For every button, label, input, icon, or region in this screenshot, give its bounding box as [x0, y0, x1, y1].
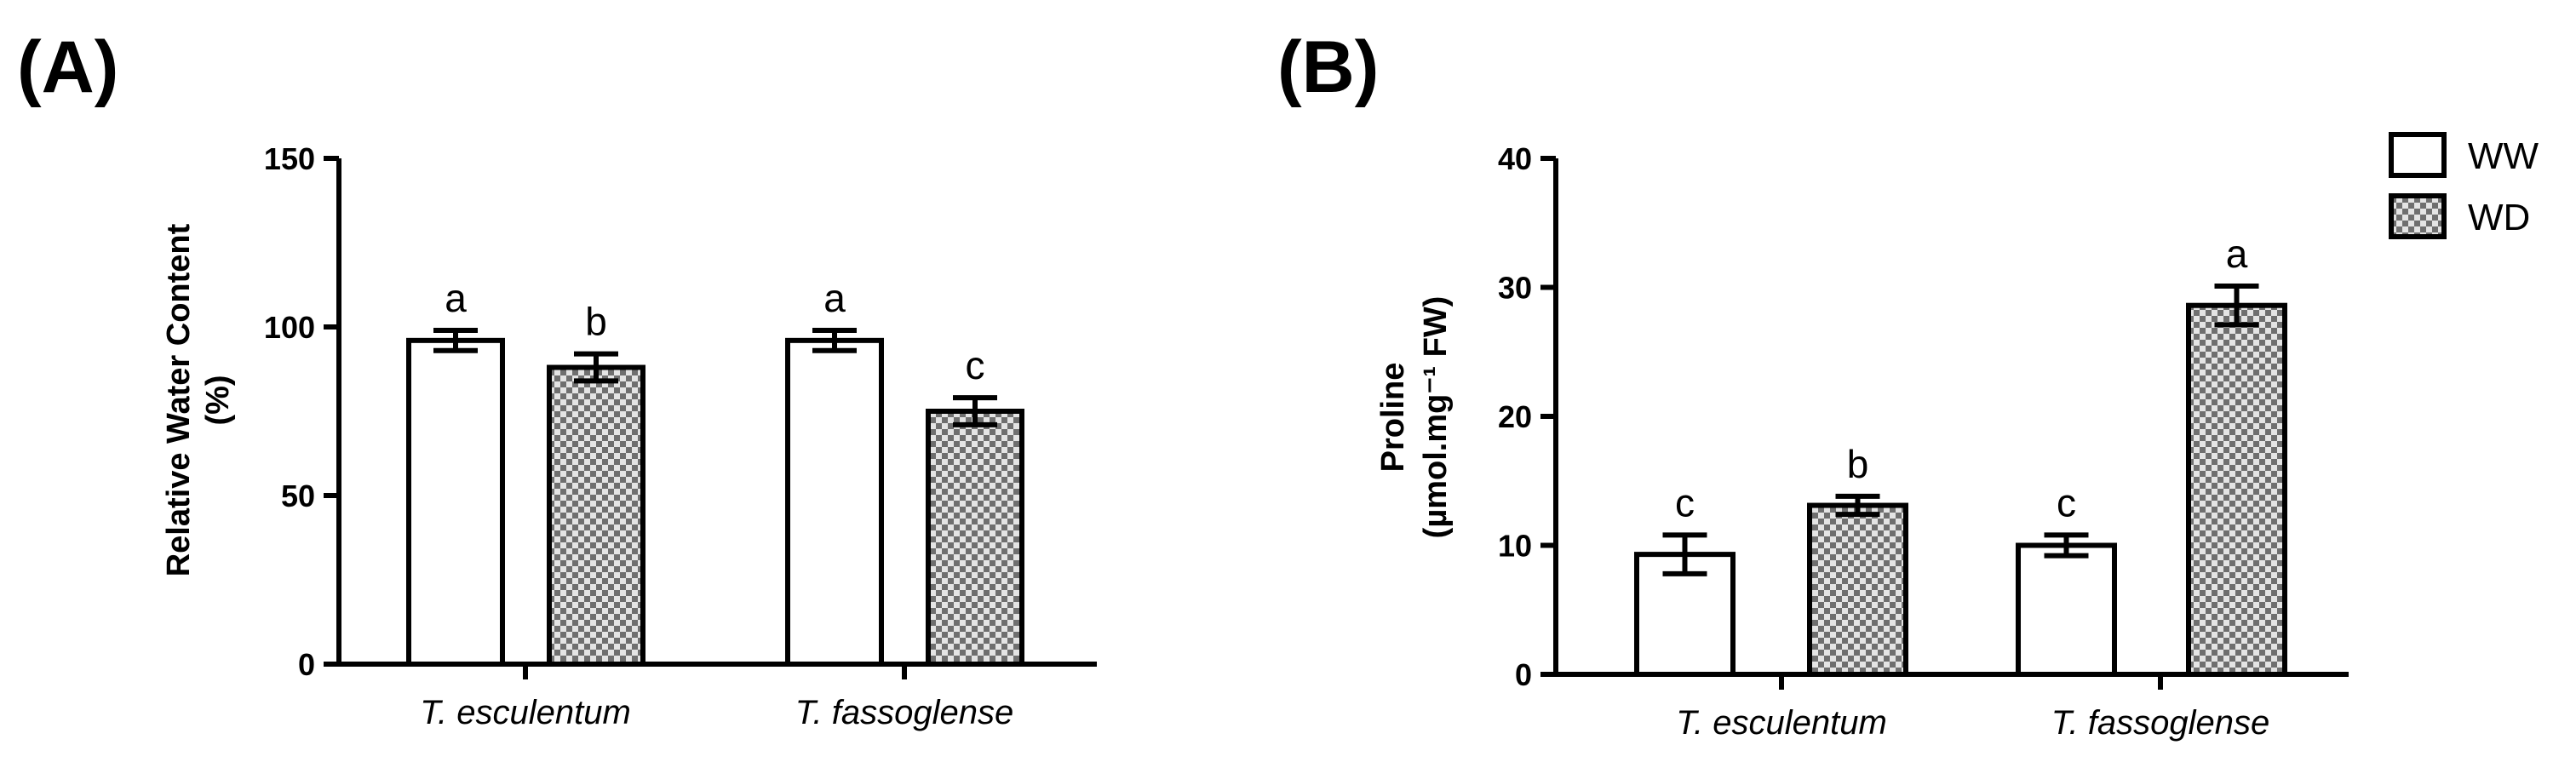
panel-a-y-axis-title-line2: (%)	[200, 375, 236, 425]
panel-a-x-tick-label: T. fassoglense	[795, 694, 1013, 731]
panel-a-y-tick-label: 0	[298, 647, 315, 682]
panel-b-y-axis-title-line2: (µmol.mg⁻¹ FW)	[1418, 296, 1454, 539]
panel-b-y-tick-label: 40	[1498, 141, 1532, 176]
legend-swatch-ww	[2389, 132, 2447, 178]
panel-a-label: (A)	[17, 26, 118, 108]
legend-label-ww: WW	[2468, 135, 2539, 177]
legend-label-wd: WD	[2468, 197, 2530, 238]
panel-b-x-tick-label: T. esculentum	[1676, 704, 1887, 742]
panel-a-significance-letter: b	[585, 300, 607, 344]
panel-b-significance-letter: b	[1847, 442, 1869, 486]
panel-a-significance-letter: c	[966, 343, 985, 387]
panel-a-bar-ww	[785, 337, 884, 667]
panel-a-y-tick-label: 100	[264, 310, 315, 345]
panel-a-x-tick-label: T. esculentum	[420, 694, 631, 731]
panel-a-bar-ww	[406, 337, 505, 667]
panel-a-bar-wd	[547, 364, 645, 667]
panel-b-label: (B)	[1277, 26, 1379, 108]
panel-a-y-tick-label: 50	[281, 479, 315, 513]
panel-b-y-tick-label: 20	[1498, 399, 1532, 434]
panel-b-bar-ww	[2016, 542, 2117, 677]
panel-b-x-tick-label: T. fassoglense	[2051, 704, 2269, 742]
panel-b-y-tick-label: 10	[1498, 529, 1532, 564]
panel-a-y-axis-title-line1: Relative Water Content	[161, 223, 197, 576]
panel-b-bar-wd	[1807, 502, 1908, 677]
legend: WW WD	[2389, 132, 2539, 239]
panel-a-significance-letter: a	[445, 276, 467, 320]
panel-b-bar-wd	[2186, 302, 2287, 677]
panel-b-y-tick-label: 0	[1515, 657, 1532, 692]
panel-b-significance-letter: a	[2226, 232, 2248, 276]
panel-a-y-tick-label: 150	[264, 141, 315, 176]
panel-a-chart: (A) Relative Water Content (%) 0 50 100 150…	[17, 26, 1097, 731]
panel-b-y-tick-label: 30	[1498, 271, 1532, 306]
panel-b-y-axis-title-line1: Proline	[1375, 363, 1411, 473]
panel-b-significance-letter: c	[2057, 480, 2076, 524]
legend-swatch-wd	[2389, 193, 2447, 239]
panel-a-significance-letter: a	[823, 276, 846, 320]
panel-b-chart: (B) Proline (µmol.mg⁻¹ FW) 0 10 20 30 40 T. e…	[1277, 26, 2349, 742]
panel-a-bar-wd	[926, 409, 1024, 667]
panel-b-significance-letter: c	[1675, 480, 1695, 524]
